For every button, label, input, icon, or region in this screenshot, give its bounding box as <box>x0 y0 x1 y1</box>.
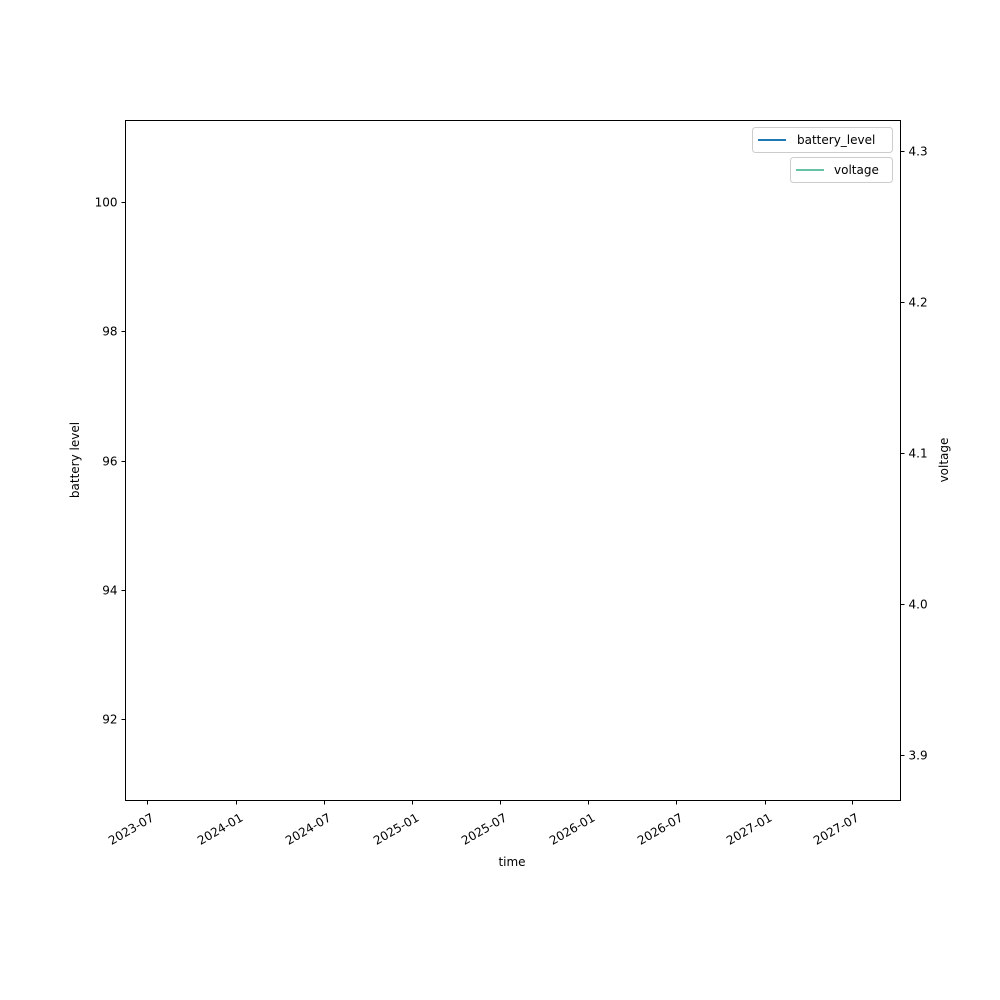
y-tick-label: 98 <box>102 325 117 339</box>
y-tick-label: 96 <box>102 455 117 469</box>
x-axis-label: time <box>498 855 525 869</box>
x-tick-label: 2027-07 <box>811 811 861 848</box>
y-right-tick-label: 3.9 <box>909 749 928 763</box>
x-tick-label: 2025-07 <box>459 811 509 848</box>
legend-label-battery: battery_level <box>797 133 875 147</box>
legend-label-voltage: voltage <box>834 163 879 177</box>
legend-voltage: voltage <box>790 157 893 183</box>
x-tick-label: 2024-07 <box>283 811 333 848</box>
y-right-axis-label: voltage <box>937 438 951 483</box>
plot-area <box>125 120 901 801</box>
y-tick-label: 92 <box>102 713 117 727</box>
x-tick-label: 2024-01 <box>195 811 245 848</box>
legend-battery: battery_level <box>752 127 893 153</box>
y-right-tick-label: 4.3 <box>909 145 928 159</box>
x-tick-label: 2026-01 <box>547 811 597 848</box>
y-tick-label: 100 <box>95 196 118 210</box>
y-axis-label: battery level <box>68 422 82 498</box>
y-right-tick-label: 4.1 <box>909 447 928 461</box>
x-tick-label: 2026-07 <box>635 811 685 848</box>
y-right-tick-label: 4.0 <box>909 598 928 612</box>
y-right-tick-label: 4.2 <box>909 296 928 310</box>
x-tick-label: 2025-01 <box>371 811 421 848</box>
x-tick-label: 2023-07 <box>106 811 156 848</box>
x-tick-label: 2027-01 <box>724 811 774 848</box>
y-tick-label: 94 <box>102 584 117 598</box>
